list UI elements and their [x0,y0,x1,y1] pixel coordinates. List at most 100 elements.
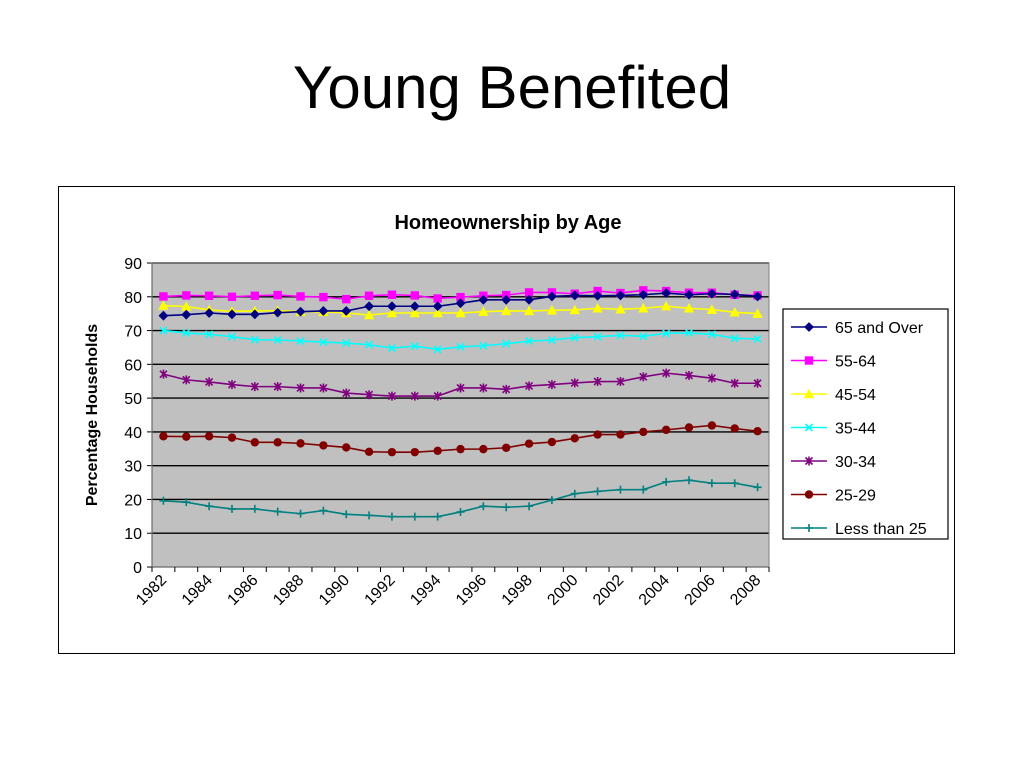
legend-marker [804,356,814,365]
data-point [570,489,579,498]
data-point [456,342,465,351]
legend-item-30-34: 30-34 [791,454,876,471]
data-point [616,377,625,387]
data-point [570,434,579,443]
legend: 65 and Over 55-64 45-54 35-44 30-34 25-29 Less… [782,308,949,540]
data-point [569,290,580,301]
data-point [478,306,489,316]
data-point [273,507,282,516]
x-tick-label: 1986 [224,572,261,609]
data-point [479,502,488,511]
data-point [410,342,419,351]
x-tick-label: 1992 [362,572,399,609]
data-point [296,509,305,518]
data-point [205,377,214,387]
data-point [342,338,351,348]
data-point [753,483,762,492]
data-point [341,306,352,316]
series-less-than-25 [159,476,762,521]
data-point [227,309,237,320]
data-point [182,375,191,385]
data-point [523,305,535,316]
data-point [159,369,168,379]
data-point [547,496,556,505]
data-point [524,381,534,391]
x-tick-label: 1984 [179,572,216,609]
y-axis-title: Percentage Households [84,324,101,506]
y-tick-label: 30 [124,459,142,476]
data-point [181,301,192,311]
data-point [455,307,466,318]
slide-title: Young Benefited [292,54,732,121]
legend-item-45-54: 45-54 [791,387,876,404]
legend-label: 55-64 [835,354,876,371]
data-point [685,476,694,485]
data-point [706,304,718,314]
data-point [158,300,169,310]
data-point [753,378,762,388]
x-tick-label: 2008 [727,572,764,609]
x-tick-label: 1982 [133,572,170,609]
data-point [342,388,351,398]
data-point [547,380,556,390]
legend-label: 25-29 [835,488,876,505]
x-tick-label: 1990 [316,572,353,609]
data-point [319,441,328,450]
data-point [456,383,465,393]
data-point [159,432,168,441]
data-point [159,292,168,301]
data-point [363,309,375,320]
data-point [250,291,260,300]
data-point [386,307,398,318]
data-point [250,335,259,344]
data-point [547,291,557,302]
legend-marker [804,490,814,499]
data-point [524,439,534,448]
legend-label: 45-54 [835,387,876,404]
legend-marker [804,456,814,466]
data-point [752,291,763,302]
data-point [365,511,374,520]
legend-item-less-than-25: Less than 25 [791,521,927,538]
data-point [364,291,374,300]
legend-label: 65 and Over [835,320,924,337]
data-point [204,291,214,300]
homeownership-chart: Homeownership by Age Percentage Househol… [84,212,949,609]
data-point [432,307,443,318]
data-point [707,373,716,383]
x-tick-label: 2004 [636,572,673,609]
x-tick-label: 2002 [590,572,627,609]
legend-box [782,308,949,540]
legend-label: 35-44 [835,421,876,438]
data-point [409,301,420,312]
data-point [547,437,557,447]
data-point [707,330,716,339]
data-point [456,292,465,302]
data-point [387,512,396,521]
chart-title: Homeownership by Age [394,212,621,234]
data-point [273,438,282,447]
data-point [501,294,512,305]
y-tick-label: 40 [124,425,142,442]
data-point [364,301,374,312]
data-point [615,290,626,301]
data-point [296,383,305,393]
data-point [706,288,717,299]
data-point [730,479,739,488]
data-point [182,498,191,507]
data-point [752,308,763,318]
data-point [365,390,374,400]
y-tick-label: 60 [124,357,142,374]
data-point [410,391,419,401]
data-point [182,432,191,441]
data-point [524,288,534,297]
data-point [319,506,328,515]
data-point [455,298,466,309]
series-30-34 [159,368,762,401]
data-point [729,307,740,317]
data-point [660,301,672,311]
legend-label: Less than 25 [835,521,927,538]
data-point [227,332,237,341]
x-tick-label: 1996 [453,572,490,609]
